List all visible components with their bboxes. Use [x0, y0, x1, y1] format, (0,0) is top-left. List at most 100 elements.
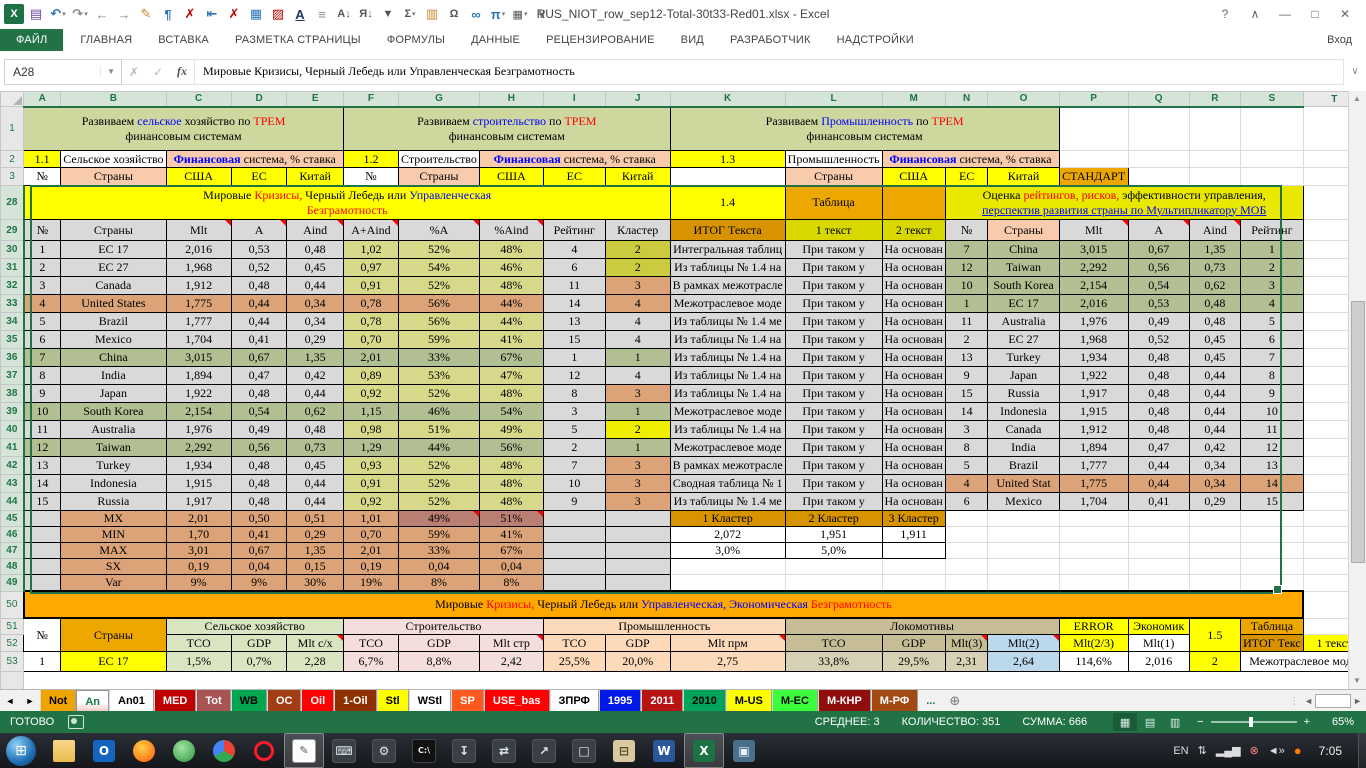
cell[interactable]: 2 — [542, 438, 606, 457]
sort-ascending-icon[interactable]: А↓ — [337, 8, 351, 20]
on-screen-keyboard-icon[interactable]: ⌨ — [324, 733, 364, 768]
cell[interactable]: 1 Кластер — [669, 510, 786, 527]
cell[interactable]: Страны — [60, 617, 167, 652]
cell[interactable] — [1127, 526, 1190, 543]
zoom-in-button[interactable]: + — [1303, 716, 1310, 728]
help-button[interactable]: ? — [1221, 7, 1229, 21]
cell[interactable]: 0,04 — [230, 558, 288, 575]
cell[interactable]: 59% — [398, 330, 480, 349]
cell[interactable]: Таблица — [784, 185, 883, 220]
column-header-C[interactable]: C — [165, 91, 232, 108]
cell[interactable]: 49% — [478, 420, 544, 439]
sheet-tabs-more[interactable]: ... — [926, 695, 936, 707]
horizontal-scroll-thumb[interactable] — [1315, 694, 1352, 708]
cell[interactable]: ТСО — [784, 634, 883, 652]
cell[interactable]: 59% — [398, 526, 480, 543]
cell[interactable]: 2,154 — [165, 402, 232, 421]
column-header-J[interactable]: J — [604, 91, 671, 108]
cell[interactable]: 7 — [23, 348, 62, 367]
cell[interactable]: 52% — [398, 474, 480, 493]
sheet-tab-Oil[interactable]: Oil — [301, 690, 335, 712]
cell[interactable] — [944, 542, 989, 559]
sheet-tab-WB[interactable]: WB — [230, 690, 267, 712]
scroll-down-icon[interactable]: ▼ — [1353, 676, 1361, 685]
sheet-nav-left-icon[interactable]: ◄ — [5, 696, 15, 706]
cell[interactable]: 52% — [398, 276, 480, 295]
cell[interactable]: ЕС — [230, 167, 288, 186]
row-header-2[interactable]: 2 — [0, 150, 25, 168]
settings-app-icon[interactable]: ⚙ — [364, 733, 404, 768]
format-painter-icon[interactable]: ✎ — [140, 6, 152, 21]
cell[interactable] — [542, 542, 606, 559]
cell[interactable]: Промышленность — [542, 617, 786, 635]
cell[interactable]: При таком у — [784, 420, 883, 439]
cell[interactable]: 1,915 — [165, 474, 232, 493]
font-color-icon[interactable]: A — [295, 6, 305, 22]
cell[interactable]: 2,016 — [1127, 651, 1190, 672]
cell[interactable] — [1240, 558, 1304, 575]
cell[interactable] — [542, 574, 606, 592]
cell[interactable]: 2,016 — [1058, 294, 1129, 313]
cell[interactable]: 0,48 — [1127, 366, 1190, 385]
cell[interactable]: На основан — [881, 456, 946, 475]
cell[interactable]: 12 — [944, 258, 989, 277]
sheet-tab-1995[interactable]: 1995 — [598, 690, 642, 712]
cell[interactable]: При таком у — [784, 492, 883, 511]
cell[interactable]: 2,31 — [944, 651, 989, 672]
cell[interactable]: Var — [60, 574, 167, 592]
ribbon-tab-разработчик[interactable]: РАЗРАБОТЧИК — [729, 34, 811, 46]
cell[interactable]: 0,50 — [230, 510, 288, 527]
cell[interactable]: GDP — [881, 634, 946, 652]
cell[interactable]: 2,016 — [165, 240, 232, 259]
cell[interactable]: 15 — [23, 492, 62, 511]
zoom-slider[interactable] — [1210, 717, 1297, 727]
column-header-M[interactable]: M — [881, 91, 946, 108]
installer-icon[interactable]: ↧ — [444, 733, 484, 768]
cell[interactable]: ЕС 17 — [60, 651, 167, 672]
cell[interactable]: 2,01 — [342, 542, 400, 559]
ribbon-tab-вставка[interactable]: ВСТАВКА — [158, 34, 209, 46]
cell[interactable]: Mexico — [60, 330, 167, 349]
cell[interactable]: 20,0% — [604, 651, 671, 672]
cell[interactable]: 0,19 — [342, 558, 400, 575]
zoom-percent[interactable]: 65% — [1331, 716, 1354, 728]
cell[interactable]: № — [23, 167, 62, 186]
cell[interactable]: При таком у — [784, 456, 883, 475]
cell[interactable]: 5,0% — [784, 542, 883, 559]
cell[interactable]: 0,44 — [230, 312, 288, 331]
ribbon-tab-вид[interactable]: ВИД — [680, 34, 704, 46]
cell[interactable]: 52% — [398, 384, 480, 403]
cell[interactable]: 2,75 — [669, 651, 786, 672]
cell[interactable]: 1,01 — [342, 510, 400, 527]
file-explorer-icon[interactable] — [44, 733, 84, 768]
cell[interactable]: 0,7% — [230, 651, 288, 672]
cell[interactable]: 1,911 — [881, 526, 946, 543]
cell[interactable]: 10 — [23, 402, 62, 421]
cell[interactable] — [23, 526, 62, 543]
cell[interactable]: Brazil — [987, 456, 1060, 475]
cell[interactable]: 0,48 — [230, 474, 288, 493]
cell[interactable]: 3,01 — [165, 542, 232, 559]
outlook-icon[interactable]: O — [84, 733, 124, 768]
cell[interactable]: ТСО — [165, 634, 232, 652]
pi-icon[interactable]: π ▾ — [490, 6, 506, 22]
cell[interactable]: США — [881, 167, 946, 186]
cell[interactable]: Indonesia — [987, 402, 1060, 421]
cell[interactable]: Сельское хозяйство — [60, 150, 167, 168]
cell[interactable]: ЕС — [542, 167, 606, 186]
cell[interactable]: Межотраслевое моде — [669, 438, 786, 457]
row-header-28[interactable]: 28 — [0, 185, 25, 220]
cell[interactable]: 0,19 — [165, 558, 232, 575]
cell[interactable]: 1,15 — [342, 402, 400, 421]
cell[interactable] — [604, 526, 671, 543]
cell[interactable]: На основан — [881, 276, 946, 295]
column-header-B[interactable]: B — [60, 91, 167, 108]
cell[interactable]: 12 — [23, 438, 62, 457]
sort-descending-icon[interactable]: Я↓ — [359, 8, 373, 20]
cell[interactable]: На основан — [881, 420, 946, 439]
window-app-icon[interactable]: □ — [564, 733, 604, 768]
cell[interactable]: 6 — [23, 330, 62, 349]
ribbon-tab-разметка страницы[interactable]: РАЗМЕТКА СТРАНИЦЫ — [234, 34, 361, 46]
close-button[interactable]: ✕ — [1339, 7, 1351, 21]
cell[interactable]: 6,7% — [342, 651, 400, 672]
